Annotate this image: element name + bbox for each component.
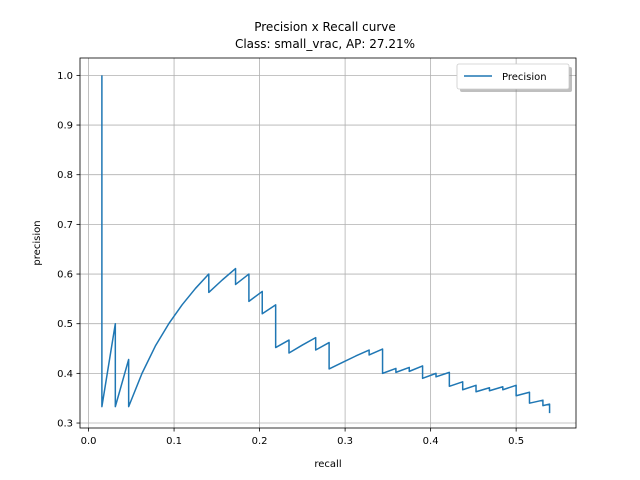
legend-label: Precision [502,72,547,83]
x-tick-label: 0.5 [508,436,524,447]
y-axis-label: precision [32,220,43,265]
plot-area [80,58,576,428]
plot-frame [79,57,577,429]
y-tick-label: 0.4 [57,369,73,380]
series-line-precision [101,75,551,414]
x-tick-label: 0.2 [252,436,268,447]
y-tick-label: 0.7 [57,220,73,231]
x-axis-ticks: 0.0 0.1 0.2 0.3 0.4 0.5 [81,428,524,447]
y-tick-label: 0.8 [57,170,73,181]
y-tick-label: 1.0 [57,71,73,82]
x-tick-label: 0.1 [166,436,182,447]
y-tick-label: 0.5 [57,319,73,330]
chart-title: Precision x Recall curve [254,20,396,34]
x-axis-label: recall [314,459,341,470]
y-tick-label: 0.3 [57,419,73,430]
legend-box [456,63,570,90]
grid-lines [80,58,576,428]
x-tick-label: 0.4 [423,436,439,447]
y-axis-ticks: 0.3 0.4 0.5 0.6 0.7 0.8 0.9 1.0 [57,71,80,430]
y-tick-label: 0.9 [57,121,73,132]
x-tick-label: 0.3 [337,436,353,447]
x-tick-label: 0.0 [81,436,97,447]
y-tick-label: 0.6 [57,270,73,281]
legend: Precision [456,63,572,92]
chart-subtitle: Class: small_vrac, AP: 27.21% [235,37,415,51]
series-layer [101,75,551,414]
